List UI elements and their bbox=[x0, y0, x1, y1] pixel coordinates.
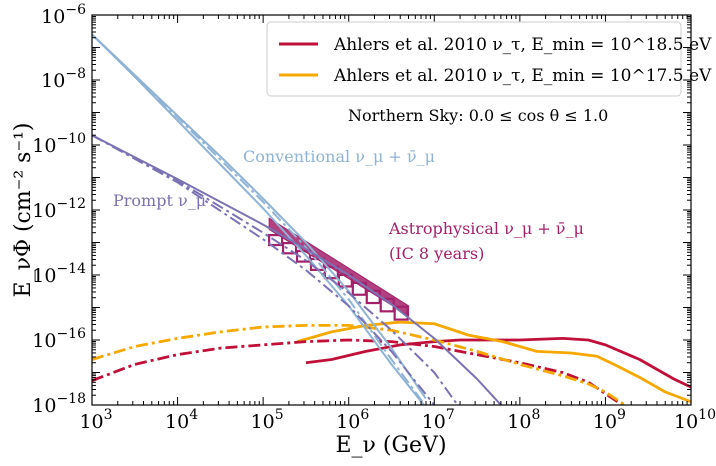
x-tick-label: 107 bbox=[422, 407, 455, 433]
y-axis-title: E_νΦ (cm⁻² s⁻¹) bbox=[11, 123, 36, 298]
conventional-label: Conventional ν_μ + ν̄_μ bbox=[243, 147, 435, 166]
y-tick-label: 10−6 bbox=[41, 2, 86, 28]
series-line bbox=[92, 33, 427, 405]
x-tick-label: 109 bbox=[593, 407, 626, 433]
series-line bbox=[92, 323, 627, 405]
series-line bbox=[92, 33, 426, 405]
ticks-layer bbox=[91, 14, 692, 406]
y-tick-label: 10−14 bbox=[32, 261, 86, 287]
y-tick-label: 10−10 bbox=[32, 131, 86, 157]
astrophysical-inner-segment bbox=[295, 249, 312, 263]
series-line bbox=[92, 134, 502, 405]
y-tick-label: 10−16 bbox=[32, 326, 86, 352]
x-tick-label: 103 bbox=[79, 407, 112, 433]
legend-label-ahlers-18-5: Ahlers et al. 2010 ν_τ, E_min = 10^18.5 … bbox=[333, 35, 712, 55]
y-tick-labels: 10−18 10−16 10−14 10−12 10−10 10−8 10−6 bbox=[32, 2, 86, 417]
x-tick-label: 105 bbox=[251, 407, 284, 433]
legend: Ahlers et al. 2010 ν_τ, E_min = 10^18.5 … bbox=[266, 21, 712, 97]
legend-label-ahlers-17-5: Ahlers et al. 2010 ν_τ, E_min = 10^17.5 … bbox=[333, 66, 712, 86]
astrophysical-inner-segment bbox=[393, 305, 409, 321]
y-tick-label: 10−8 bbox=[41, 66, 86, 92]
prompt-label: Prompt ν_μ bbox=[113, 191, 206, 210]
x-axis-title: E_ν (GeV) bbox=[335, 433, 446, 458]
series-line bbox=[92, 134, 459, 405]
astrophysical-label: Astrophysical ν_μ + ν̄_μ bbox=[388, 219, 584, 238]
x-tick-label: 104 bbox=[165, 407, 198, 433]
series-line bbox=[296, 320, 691, 404]
x-tick-label: 108 bbox=[507, 407, 540, 433]
astrophysical-label-years: (IC 8 years) bbox=[389, 244, 484, 263]
y-tick-label: 10−18 bbox=[32, 391, 86, 417]
x-tick-labels: 103 104 105 106 107 108 109 1010 bbox=[79, 407, 716, 433]
astrophysical-inner-segment bbox=[268, 234, 284, 247]
astrophysical-inner-segment bbox=[281, 241, 298, 255]
x-tick-label: 1010 bbox=[674, 407, 716, 433]
legend-box bbox=[266, 21, 682, 97]
northern-sky-note: Northern Sky: 0.0 ≤ cos θ ≤ 1.0 bbox=[348, 106, 608, 125]
y-tick-label: 10−12 bbox=[32, 196, 86, 222]
series-line bbox=[92, 134, 436, 405]
series-line bbox=[305, 336, 691, 389]
curves-layer bbox=[92, 33, 691, 405]
x-tick-label: 106 bbox=[336, 407, 369, 433]
astrophysical-inner-segment bbox=[323, 265, 339, 280]
